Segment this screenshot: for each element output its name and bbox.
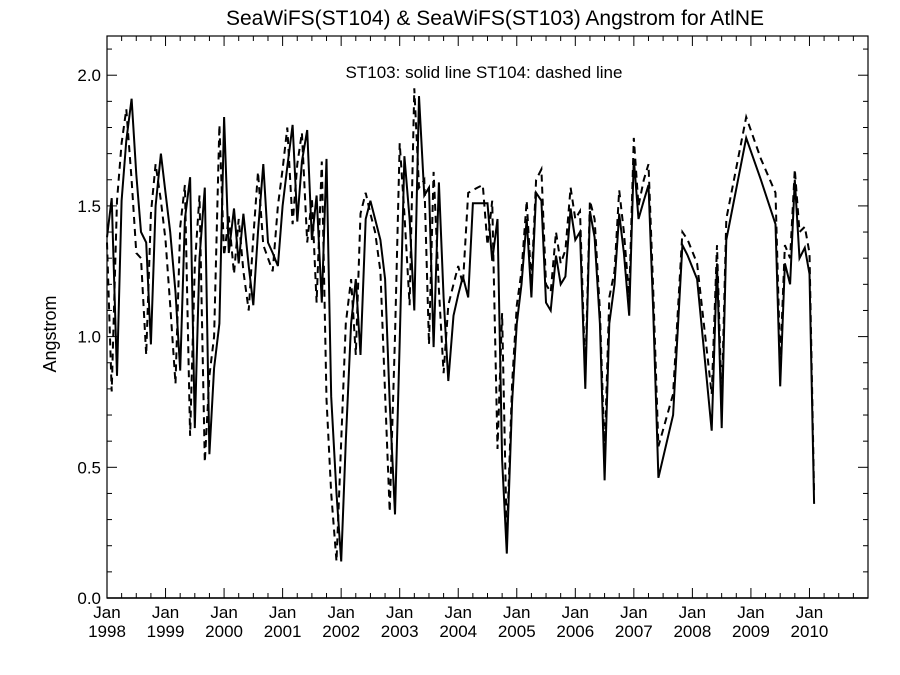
x-tick-year: 2008 xyxy=(673,622,711,641)
x-tick-year: 2000 xyxy=(205,622,243,641)
x-tick-month: Jan xyxy=(737,603,764,622)
x-tick-month: Jan xyxy=(210,603,237,622)
y-tick-label: 1.0 xyxy=(77,328,101,347)
x-tick-month: Jan xyxy=(562,603,589,622)
series-st103-line xyxy=(106,96,816,562)
series-st104-line xyxy=(106,88,816,562)
y-tick-label: 1.5 xyxy=(77,197,101,216)
x-tick-month: Jan xyxy=(386,603,413,622)
x-tick-month: Jan xyxy=(445,603,472,622)
x-tick-year: 2010 xyxy=(791,622,829,641)
legend-text: ST103: solid line ST104: dashed line xyxy=(346,63,623,82)
x-tick-year: 2002 xyxy=(322,622,360,641)
x-tick-month: Jan xyxy=(93,603,120,622)
series-layer xyxy=(106,88,816,562)
y-axis-label: Angstrom xyxy=(40,295,60,372)
x-tick-month: Jan xyxy=(327,603,354,622)
x-tick-year: 2001 xyxy=(264,622,302,641)
y-tick-label: 0.5 xyxy=(77,458,101,477)
x-axis-ticks: Jan1998Jan1999Jan2000Jan2001Jan2002Jan20… xyxy=(88,36,869,641)
x-tick-month: Jan xyxy=(796,603,823,622)
x-tick-year: 2006 xyxy=(556,622,594,641)
x-tick-year: 2003 xyxy=(381,622,419,641)
x-tick-month: Jan xyxy=(152,603,179,622)
x-tick-year: 2007 xyxy=(615,622,653,641)
y-axis-ticks: 0.0 0.5 1.0 1.5 2.0 xyxy=(77,48,868,608)
x-tick-year: 1999 xyxy=(147,622,185,641)
x-tick-year: 2009 xyxy=(732,622,770,641)
x-tick-month: Jan xyxy=(269,603,296,622)
x-tick-year: 2004 xyxy=(439,622,477,641)
y-tick-label: 2.0 xyxy=(77,66,101,85)
y-tick-label: 0.0 xyxy=(77,589,101,608)
x-tick-month: Jan xyxy=(679,603,706,622)
x-tick-month: Jan xyxy=(620,603,647,622)
x-tick-year: 1998 xyxy=(88,622,126,641)
x-tick-year: 2005 xyxy=(498,622,536,641)
chart-title: SeaWiFS(ST104) & SeaWiFS(ST103) Angstrom… xyxy=(226,7,764,30)
x-tick-month: Jan xyxy=(503,603,530,622)
